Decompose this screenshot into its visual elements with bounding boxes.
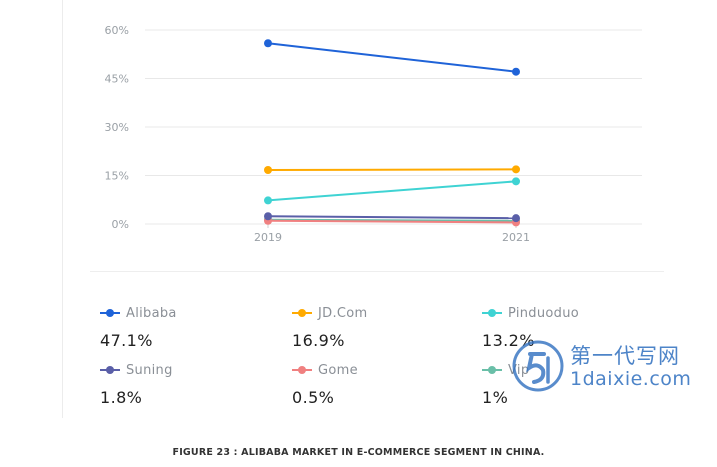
chart-legend: Alibaba 47.1% JD.Com 16.9% Pinduoduo 13.2% Sun… — [100, 304, 652, 407]
series-line-pinduoduo — [267, 180, 517, 202]
legend-item: Suning 1.8% — [100, 361, 270, 407]
legend-series-name: Pinduoduo — [508, 305, 579, 321]
legend-series-value: 16.9% — [292, 331, 345, 350]
legend-series-value: 0.5% — [292, 388, 335, 407]
x-tick-label: 2019 — [254, 231, 282, 244]
series-line-gome — [267, 219, 517, 224]
legend-swatch-icon — [100, 306, 120, 320]
legend-header: Alibaba — [100, 304, 270, 322]
series-line-jd-com — [267, 168, 517, 172]
legend-item: Alibaba 47.1% — [100, 304, 270, 350]
legend-swatch-icon — [292, 363, 312, 377]
legend-series-value: 1.8% — [100, 388, 143, 407]
legend-series-value: 13.2% — [482, 331, 535, 350]
legend-header: Gome — [292, 361, 462, 379]
legend-swatch-icon — [292, 306, 312, 320]
legend-item: Gome 0.5% — [292, 361, 462, 407]
data-point-suning — [264, 212, 272, 221]
legend-item: Pinduoduo 13.2% — [482, 304, 652, 350]
legend-header: Pinduoduo — [482, 304, 652, 322]
y-tick-label: 60% — [105, 24, 129, 37]
y-tick-label: 15% — [105, 170, 129, 183]
legend-series-name: Gome — [318, 362, 358, 378]
legend-series-name: JD.Com — [318, 305, 368, 321]
legend-series-value: 1% — [482, 388, 509, 407]
data-point-suning — [512, 214, 520, 223]
legend-swatch-icon — [100, 363, 120, 377]
data-point-pinduoduo — [512, 177, 520, 186]
line-chart: 0% 15% 30% 45% 60% 2019 2021 — [105, 24, 642, 244]
x-tick-label: 2021 — [502, 231, 530, 244]
y-tick-label: 30% — [105, 121, 129, 134]
series-line-alibaba — [267, 42, 517, 73]
legend-series-value: 47.1% — [100, 331, 153, 350]
watermark-subtitle: 1daixie.com — [570, 368, 692, 390]
frame-border — [62, 0, 63, 418]
data-point-pinduoduo — [264, 196, 272, 205]
chart-separator — [90, 271, 664, 272]
data-point-alibaba — [264, 39, 272, 48]
data-point-jd-com — [264, 166, 272, 175]
data-point-alibaba — [512, 67, 520, 76]
watermark: 第一代写网 1daixie.com — [510, 338, 710, 394]
legend-swatch-icon — [482, 306, 502, 320]
watermark-title: 第一代写网 — [570, 344, 680, 368]
legend-header: JD.Com — [292, 304, 462, 322]
y-tick-label: 45% — [105, 73, 129, 86]
legend-series-name: Alibaba — [126, 305, 177, 321]
figure-caption: FIGURE 23 : ALIBABA MARKET IN E-COMMERCE… — [172, 447, 545, 458]
data-point-jd-com — [512, 165, 520, 174]
series-line-vip — [267, 218, 517, 222]
series-line-suning — [267, 215, 517, 220]
watermark-logo-icon — [512, 340, 564, 392]
legend-header: Suning — [100, 361, 270, 379]
legend-swatch-icon — [482, 363, 502, 377]
legend-item: JD.Com 16.9% — [292, 304, 462, 350]
y-tick-label: 0% — [112, 218, 129, 231]
legend-series-name: Suning — [126, 362, 173, 378]
